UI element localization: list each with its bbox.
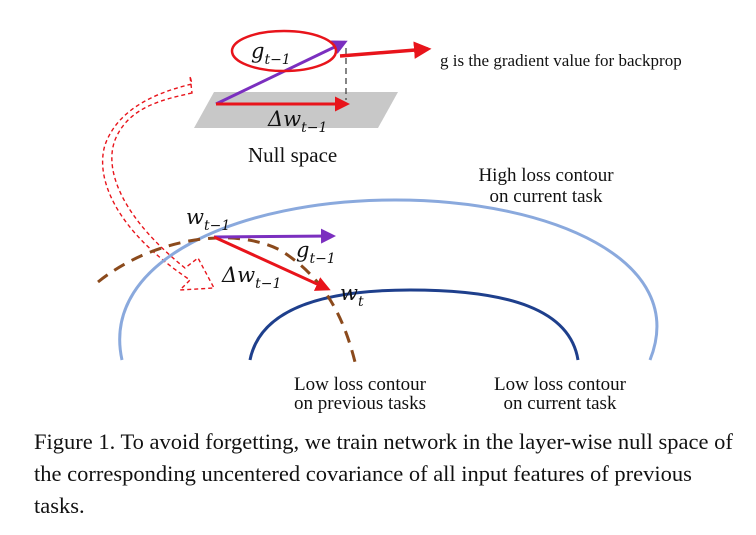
low-current-label-line1: Low loss contour — [494, 374, 627, 395]
bottom-gradient-arrow — [213, 228, 336, 244]
low-loss-contour-current — [248, 288, 580, 361]
top-gradient-arrow — [215, 40, 348, 106]
top-gradient-label: gt−1 — [251, 39, 291, 68]
curved-dashed-arrow — [101, 75, 216, 291]
figure-diagram: gt−1 Δwt−1 Null space g is the gradient … — [97, 29, 682, 414]
low-prev-label-line2: on previous tasks — [294, 393, 426, 414]
annotation-arrow — [339, 41, 432, 59]
bottom-update-arrow — [213, 235, 331, 291]
figure-caption: Figure 1. To avoid forgetting, we train … — [34, 429, 733, 518]
null-space-label: Null space — [248, 143, 337, 167]
bottom-gradient-label: gt−1 — [296, 238, 336, 267]
wt-label: wt — [340, 281, 364, 310]
bottom-update-label: Δwt−1 — [221, 263, 281, 292]
top-update-label: Δwt−1 — [267, 107, 327, 136]
gradient-annotation: g is the gradient value for backprop — [440, 51, 682, 70]
gradient-highlight-ellipse — [230, 29, 338, 73]
high-loss-label-line1: High loss contour — [478, 165, 614, 186]
high-loss-contour — [118, 198, 659, 361]
bottom-w-label: wt−1 — [186, 205, 230, 234]
low-current-label-line2: on current task — [504, 393, 617, 414]
low-prev-label-line1: Low loss contour — [294, 374, 427, 395]
low-loss-contour-previous — [97, 236, 357, 363]
high-loss-label-line2: on current task — [490, 186, 603, 207]
